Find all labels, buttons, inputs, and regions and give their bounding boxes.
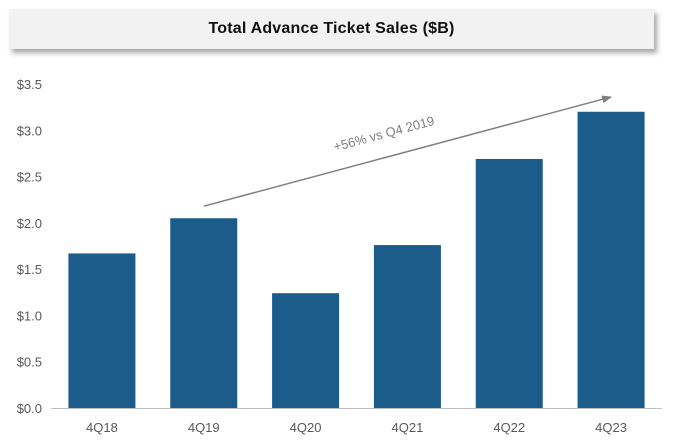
chart-title: Total Advance Ticket Sales ($B) — [208, 20, 455, 37]
chart-title-box: Total Advance Ticket Sales ($B) — [9, 9, 654, 49]
y-tick-label: $0.0 — [17, 401, 42, 416]
y-tick-label: $1.0 — [17, 308, 42, 323]
bar-4q19 — [170, 218, 238, 408]
x-tick-label: 4Q18 — [86, 420, 118, 435]
bar-4q23 — [577, 111, 645, 409]
y-tick-label: $1.5 — [17, 262, 42, 277]
bar-4q18 — [68, 253, 136, 408]
x-tick-label: 4Q20 — [290, 420, 322, 435]
y-tick-label: $2.0 — [17, 216, 42, 231]
bar-4q21 — [373, 245, 441, 408]
y-tick-label: $3.0 — [17, 123, 42, 138]
bar-4q20 — [272, 293, 340, 408]
y-tick-label: $2.5 — [17, 170, 42, 185]
growth-arrow — [203, 95, 613, 207]
y-tick-label: $0.5 — [17, 355, 42, 370]
x-tick-label: 4Q21 — [392, 420, 424, 435]
x-tick-label: 4Q19 — [188, 420, 220, 435]
y-tick-label: $3.5 — [17, 77, 42, 92]
bar-4q22 — [475, 158, 543, 408]
x-tick-label: 4Q23 — [595, 420, 627, 435]
x-tick-label: 4Q22 — [493, 420, 525, 435]
